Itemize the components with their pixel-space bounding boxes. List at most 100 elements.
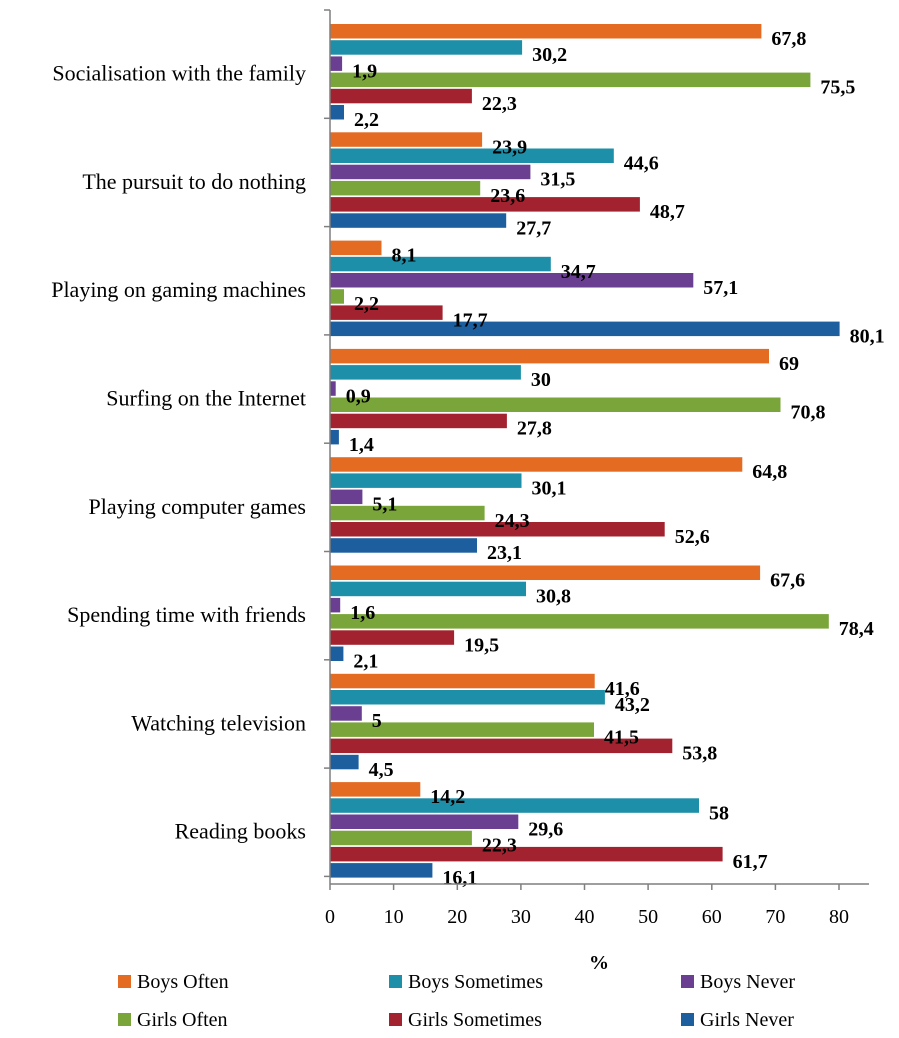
data-label: 23,9 [492,136,527,158]
bar [330,646,344,661]
category-label: Playing computer games [88,494,306,519]
category-label: Watching television [131,710,306,735]
x-tick-label: 40 [575,906,595,928]
category-label: Playing on gaming machines [51,277,306,302]
bar [330,148,614,163]
x-tick-label: 20 [447,906,467,928]
bar [330,305,443,320]
data-label: 30,1 [532,477,567,499]
data-label: 27,8 [517,418,552,440]
data-label: 16,1 [442,867,477,889]
bar [330,738,673,754]
category-label: Surfing on the Internet [106,386,306,411]
legend-swatch [118,975,131,988]
data-label: 69 [779,353,799,375]
bar [330,830,472,846]
x-axis-title: % [589,952,609,974]
bar [330,863,433,878]
data-label: 43,2 [615,694,650,716]
data-label: 53,8 [682,743,717,765]
bar [330,690,605,705]
data-label: 0,9 [346,385,371,407]
bar [330,722,594,737]
category-label: Socialisation with the family [52,61,306,86]
bar [330,413,507,429]
data-label: 29,6 [528,819,563,841]
bar [330,614,829,629]
data-label: 41,5 [604,726,639,748]
data-label: 1,9 [352,60,377,82]
bar [330,782,421,797]
legend-label: Girls Never [700,1009,794,1031]
bar [330,754,359,770]
bar [330,321,840,337]
bar [330,522,665,537]
data-label: 23,6 [490,185,525,207]
bar [330,538,477,553]
data-label: 17,7 [453,309,488,331]
bar [330,429,339,445]
legend-label: Boys Sometimes [408,971,543,993]
data-label: 31,5 [540,169,575,191]
category-label: The pursuit to do nothing [82,169,306,194]
bar [330,630,455,645]
legend-label: Boys Often [137,971,229,993]
data-labels-layer: 67,8 30,2 1,9 75,5 22,3 2,2 23,9 44,6 31,5 23,6 48… [346,28,885,889]
data-label: 58 [709,802,729,824]
data-label: 5 [372,710,382,732]
legend-swatch [118,1013,131,1026]
bar [330,489,363,505]
category-label: Reading books [175,819,306,844]
data-label: 1,6 [350,602,375,624]
data-label: 78,4 [839,618,874,640]
bar [330,256,551,272]
x-tick-label: 80 [829,906,849,928]
bar [330,240,382,256]
data-label: 22,3 [482,93,517,115]
bar [330,798,699,813]
data-label: 24,3 [495,510,530,532]
data-label: 67,6 [770,570,805,592]
x-tick-label: 60 [702,906,722,928]
data-label: 1,4 [349,434,374,456]
bar [330,289,344,304]
category-label: Spending time with friends [67,602,306,627]
data-label: 34,7 [561,261,596,283]
data-label: 52,6 [675,526,710,548]
bar [330,457,743,472]
bar [330,105,344,120]
data-label: 61,7 [733,851,768,873]
data-label: 5,1 [372,494,397,516]
bars-layer [330,24,840,878]
bar [330,397,781,412]
data-label: 8,1 [392,245,417,267]
data-label: 14,2 [430,786,465,808]
legend-swatch [389,1013,402,1026]
bar [330,56,343,71]
bar [330,381,336,396]
x-tick-label: 10 [384,906,404,928]
legend-label: Girls Sometimes [408,1009,542,1031]
data-label: 30,2 [532,44,567,66]
bar [330,132,483,147]
data-label: 2,2 [354,109,379,131]
x-tick-label: 50 [638,906,658,928]
data-label: 41,6 [605,678,640,700]
bar [330,88,472,104]
legend-swatch [681,975,694,988]
data-label: 2,1 [353,651,378,673]
bar [330,40,523,55]
x-tick-labels-layer: 0 10 20 30 40 50 60 70 80 [325,906,849,928]
x-tick-label: 30 [511,906,531,928]
bar [330,197,640,212]
data-label: 30 [531,369,551,391]
data-label: 23,1 [487,542,522,564]
legend: Boys Often Boys Sometimes Boys Never Girls … [118,971,795,1031]
axes-layer [324,9,869,890]
bar [330,581,526,597]
data-label: 4,5 [369,759,394,781]
data-label: 19,5 [464,634,499,656]
data-label: 44,6 [624,153,659,175]
data-label: 75,5 [820,77,855,99]
data-label: 27,7 [516,217,551,239]
